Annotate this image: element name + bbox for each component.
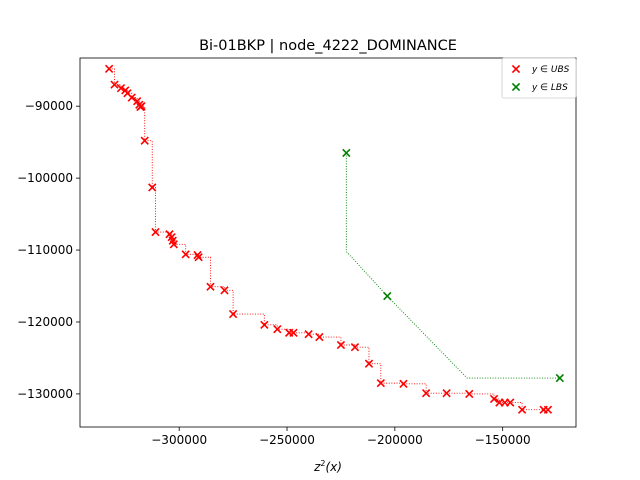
legend-label: y ∈ LBS	[531, 83, 568, 93]
data-point-marker	[517, 405, 527, 414]
data-point-marker	[364, 359, 374, 368]
x-axis-label: z2(x)	[313, 459, 342, 474]
legend: y ∈ UBS y ∈ LBS	[501, 57, 577, 99]
data-point-marker	[304, 330, 313, 339]
data-point-marker	[421, 389, 431, 398]
legend-label: y ∈ UBS	[531, 65, 570, 75]
data-point-marker	[148, 183, 157, 192]
data-point-marker	[399, 379, 408, 389]
legend-marker	[511, 82, 521, 92]
data-point-marker	[140, 136, 149, 145]
y-tick-label: −90000	[25, 99, 73, 113]
data-point-marker	[376, 378, 386, 388]
data-point-marker	[555, 373, 564, 383]
x-tick-label: −200000	[367, 433, 423, 447]
data-point-marker	[289, 328, 298, 337]
data-point-marker	[336, 340, 346, 350]
x-tick-label: −150000	[475, 433, 531, 447]
data-point-marker	[228, 309, 238, 319]
y-tick-label: −100000	[17, 171, 73, 185]
y-axis-ticks: −90000 −100000 −110000 −120000 −130000	[17, 99, 80, 401]
data-point-marker	[127, 93, 136, 102]
plot-markers	[104, 64, 564, 414]
data-point-marker	[194, 253, 203, 262]
data-point-marker	[489, 394, 499, 404]
data-point-marker	[169, 240, 178, 249]
x-axis-ticks: −300000 −250000 −200000 −150000	[151, 427, 531, 447]
chart-title: Bi-01BKP | node_4222_DOMINANCE	[199, 38, 457, 54]
data-point-marker	[104, 64, 114, 73]
data-point-marker	[442, 389, 451, 398]
y-tick-label: −110000	[17, 243, 73, 257]
axes-frame	[79, 57, 577, 428]
legend-marker	[511, 64, 521, 74]
legend-box	[501, 57, 577, 99]
data-point-marker	[181, 250, 190, 259]
y-tick-label: −120000	[17, 315, 73, 329]
data-point-marker	[110, 80, 119, 89]
x-tick-label: −300000	[151, 433, 207, 447]
data-point-marker	[543, 405, 553, 414]
x-tick-label: −250000	[259, 433, 315, 447]
data-point-marker	[116, 84, 126, 93]
data-point-marker	[383, 291, 392, 301]
data-point-marker	[260, 320, 269, 330]
data-point-marker	[465, 389, 474, 399]
data-point-marker	[206, 282, 215, 291]
data-point-marker	[506, 398, 515, 407]
data-point-marker	[137, 102, 146, 111]
data-point-marker	[151, 227, 160, 237]
data-point-marker	[273, 325, 282, 334]
data-point-marker	[315, 332, 324, 342]
data-point-marker	[350, 342, 360, 352]
data-point-marker	[220, 286, 229, 295]
data-point-marker	[342, 148, 351, 158]
y-tick-label: −130000	[17, 387, 73, 401]
